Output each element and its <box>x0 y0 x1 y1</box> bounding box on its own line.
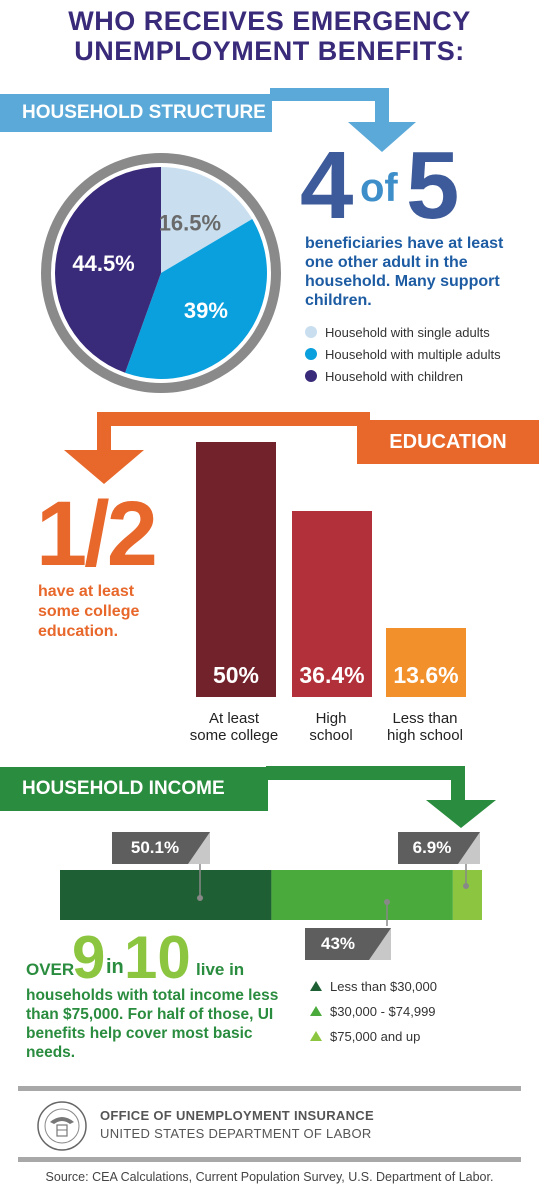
leader-dot-50-1 <box>197 895 203 901</box>
education-bar-highschool: 36.4% <box>292 511 372 697</box>
orange-arrow <box>64 412 370 484</box>
income-description: households with total income less than $… <box>26 987 279 1061</box>
household-legend: Household with single adults Household w… <box>305 322 501 388</box>
org-department: UNITED STATES DEPARTMENT OF LABOR <box>100 1126 372 1141</box>
stat-num-5: 5 <box>406 132 460 239</box>
pie-slice-multiple <box>125 219 267 379</box>
education-bar-lessthan: 13.6% <box>386 627 466 697</box>
footer-divider-top <box>18 1086 521 1091</box>
legend-item-30k-75k: $30,000 - $74,999 <box>310 1001 437 1026</box>
legend-dot-children <box>305 370 317 382</box>
org-name: OFFICE OF UNEMPLOYMENT INSURANCE <box>100 1108 374 1123</box>
income-segment-30k-75k <box>271 870 453 920</box>
legend-item-children: Household with children <box>305 366 501 388</box>
bar-label-highschool: High school <box>309 710 353 744</box>
one-half-stat: 1/2 <box>36 483 158 585</box>
legend-dot-multiple <box>305 348 317 360</box>
bar-label-college: At least some college <box>189 710 279 744</box>
bar-label-lessthan: Less than high school <box>387 710 463 744</box>
callout-6-9: 6.9% <box>398 832 466 864</box>
pie-slice-single <box>161 167 253 273</box>
title-line-2: UNEMPLOYMENT BENEFITS: <box>74 36 465 66</box>
green-arrow <box>266 766 496 828</box>
legend-triangle-lt30k <box>310 981 322 991</box>
bar-value-highschool: 36.4% <box>299 661 365 688</box>
pie-label-single: 16.5% <box>159 210 221 235</box>
legend-triangle-30k-75k <box>310 1006 322 1016</box>
dol-seal-logo <box>37 1101 87 1151</box>
callout-43: 43% <box>305 928 371 960</box>
footer-divider-bottom <box>18 1157 521 1162</box>
blue-arrow <box>270 88 416 152</box>
callout-50-1-notch <box>188 832 210 864</box>
stat-num-9: 9 <box>72 924 106 991</box>
income-stacked-bar <box>60 864 482 926</box>
legend-item-75k-up: $75,000 and up <box>310 1026 437 1051</box>
leader-dot-6-9 <box>463 883 469 889</box>
stat-live-in: live in <box>196 960 245 979</box>
income-segment-lt30k <box>60 870 272 920</box>
legend-triangle-75k-up <box>310 1031 322 1041</box>
stat-in: in <box>106 956 124 978</box>
education-bar-college: 50% <box>196 442 276 697</box>
callout-43-notch <box>369 928 391 960</box>
household-structure-band: HOUSEHOLD STRUCTURE <box>0 94 272 132</box>
legend-dot-single <box>305 326 317 338</box>
pie-label-multiple: 39% <box>184 298 228 323</box>
household-pie-chart: 16.5% 39% 44.5% <box>41 153 281 393</box>
income-segment-75k-up <box>452 870 482 920</box>
pie-label-children: 44.5% <box>72 251 134 276</box>
nine-in-ten-stat: OVER 9 in 10 live in <box>26 926 296 990</box>
legend-item-lt30k: Less than $30,000 <box>310 976 437 1001</box>
legend-item-multiple: Household with multiple adults <box>305 344 501 366</box>
title-line-1: WHO RECEIVES EMERGENCY <box>68 6 471 36</box>
household-description: beneficiaries have at least one other ad… <box>305 235 504 309</box>
education-description: have at least some college education. <box>38 583 140 640</box>
bar-value-college: 50% <box>212 662 260 688</box>
household-income-band: HOUSEHOLD INCOME <box>0 767 268 811</box>
four-of-five-stat: 4 of 5 <box>300 136 500 240</box>
stat-num-10: 10 <box>124 924 191 991</box>
leader-dot-43 <box>384 899 390 905</box>
stat-of: of <box>360 166 398 210</box>
pie-slice-children <box>54 167 161 373</box>
source-note: Source: CEA Calculations, Current Popula… <box>45 1170 494 1184</box>
education-bar-chart: 50% 36.4% 13.6% <box>180 440 480 700</box>
bar-value-lessthan: 13.6% <box>393 661 459 688</box>
callout-50-1: 50.1% <box>112 832 198 864</box>
callout-6-9-notch <box>458 832 480 864</box>
income-legend: Less than $30,000 $30,000 - $74,999 $75,… <box>310 976 437 1051</box>
legend-item-single: Household with single adults <box>305 322 501 344</box>
education-band: EDUCATION <box>357 420 539 464</box>
stat-over: OVER <box>26 960 75 979</box>
stat-num-4: 4 <box>300 132 354 239</box>
